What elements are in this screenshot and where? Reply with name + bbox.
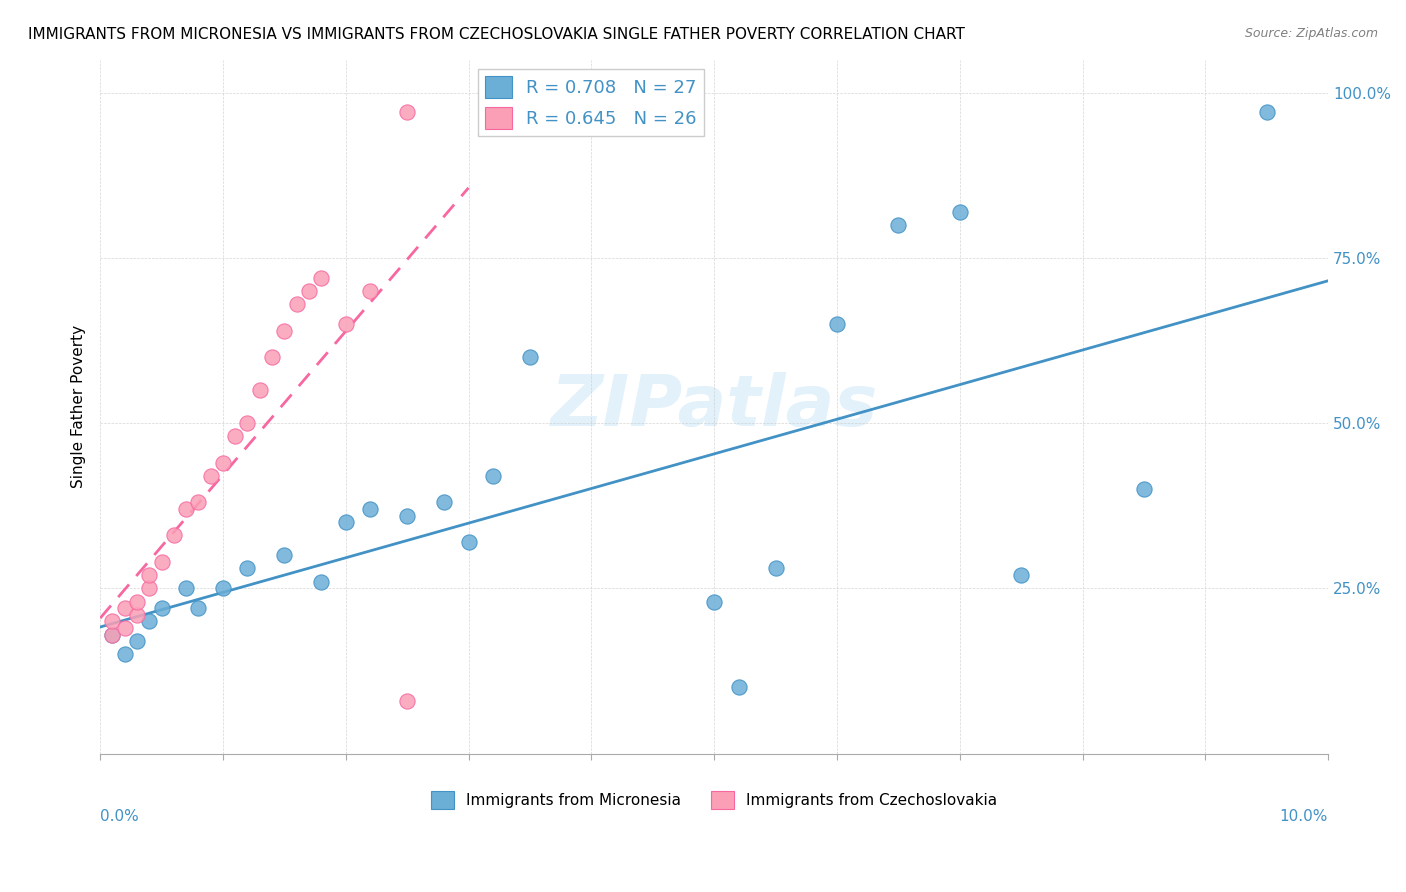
Point — [1133, 482, 1156, 496]
Point — [187, 495, 209, 509]
Y-axis label: Single Father Poverty: Single Father Poverty — [72, 325, 86, 488]
Text: Source: ZipAtlas.com: Source: ZipAtlas.com — [1244, 27, 1378, 40]
Point — [200, 469, 222, 483]
Text: 0.0%: 0.0% — [100, 809, 139, 824]
Point — [457, 535, 479, 549]
Point — [273, 548, 295, 562]
Point — [101, 615, 124, 629]
Point — [138, 568, 160, 582]
Point — [125, 594, 148, 608]
Point — [703, 594, 725, 608]
Point — [138, 582, 160, 596]
Point — [174, 582, 197, 596]
Point — [273, 324, 295, 338]
Point — [298, 284, 321, 298]
Point — [359, 502, 381, 516]
Text: 10.0%: 10.0% — [1279, 809, 1329, 824]
Point — [150, 555, 173, 569]
Point — [212, 582, 235, 596]
Point — [1010, 568, 1032, 582]
Point — [519, 350, 541, 364]
Point — [482, 469, 505, 483]
Text: ZIPatlas: ZIPatlas — [550, 372, 877, 441]
Point — [825, 317, 848, 331]
Point — [187, 601, 209, 615]
Point — [335, 515, 357, 529]
Point — [285, 297, 308, 311]
Point — [249, 383, 271, 397]
Point — [138, 615, 160, 629]
Point — [224, 429, 246, 443]
Point — [396, 508, 419, 523]
Point — [212, 456, 235, 470]
Point — [114, 621, 136, 635]
Point — [1256, 105, 1278, 120]
Point — [396, 105, 419, 120]
Point — [114, 601, 136, 615]
Point — [236, 416, 259, 430]
Point — [765, 561, 787, 575]
Text: IMMIGRANTS FROM MICRONESIA VS IMMIGRANTS FROM CZECHOSLOVAKIA SINGLE FATHER POVER: IMMIGRANTS FROM MICRONESIA VS IMMIGRANTS… — [28, 27, 965, 42]
Legend: R = 0.708   N = 27, R = 0.645   N = 26: R = 0.708 N = 27, R = 0.645 N = 26 — [478, 69, 704, 136]
Point — [163, 528, 186, 542]
Point — [335, 317, 357, 331]
Point — [309, 270, 332, 285]
Point — [260, 350, 283, 364]
Point — [125, 607, 148, 622]
Point — [359, 284, 381, 298]
Point — [150, 601, 173, 615]
Point — [101, 627, 124, 641]
Point — [125, 634, 148, 648]
Point — [949, 204, 972, 219]
Point — [396, 693, 419, 707]
Point — [236, 561, 259, 575]
Point — [433, 495, 456, 509]
Point — [114, 648, 136, 662]
Point — [727, 681, 749, 695]
Point — [101, 627, 124, 641]
Point — [309, 574, 332, 589]
Point — [887, 218, 910, 232]
Point — [174, 502, 197, 516]
